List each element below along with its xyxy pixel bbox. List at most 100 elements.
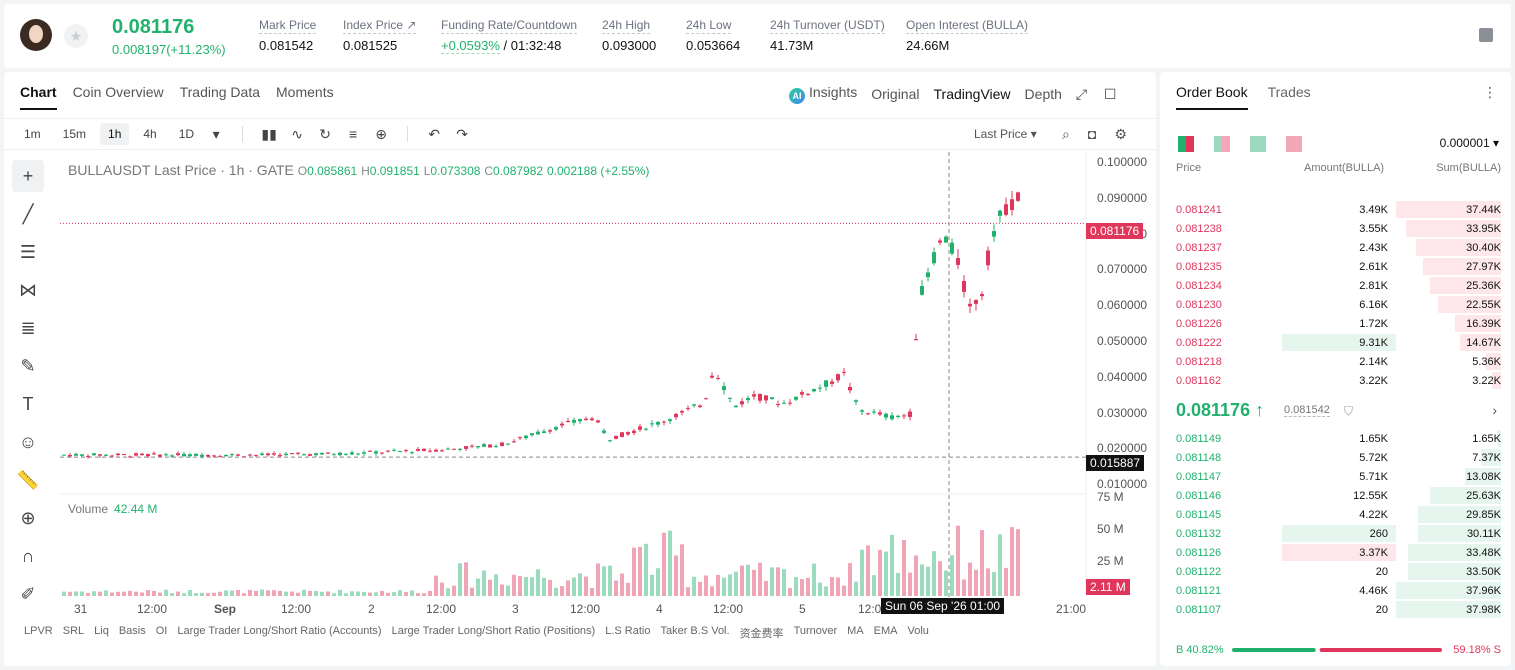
- fib-tool-icon[interactable]: ≣: [20, 317, 36, 338]
- ask-row[interactable]: 0.081241 3.49K 37.44K: [1160, 200, 1511, 219]
- tab-coin-overview[interactable]: Coin Overview: [72, 84, 164, 100]
- ask-row[interactable]: 0.081238 3.55K 33.95K: [1160, 219, 1511, 238]
- chevron-down-icon[interactable]: ▾: [212, 125, 220, 142]
- ask-row[interactable]: 0.081235 2.61K 27.97K: [1160, 257, 1511, 276]
- timeframe-1m[interactable]: 1m: [24, 127, 41, 141]
- crosshair-tool-icon[interactable]: +: [12, 160, 44, 192]
- candle-body: [860, 410, 864, 412]
- templates-icon[interactable]: ≡: [348, 126, 358, 142]
- text-tool-icon[interactable]: T: [22, 393, 34, 414]
- ask-row[interactable]: 0.081234 2.81K 25.36K: [1160, 276, 1511, 295]
- timeframe-15m[interactable]: 15m: [62, 127, 87, 141]
- bid-row[interactable]: 0.081147 5.71K 13.08K: [1160, 467, 1511, 486]
- indicator-tab[interactable]: MA: [847, 625, 864, 637]
- indicator-tab[interactable]: Taker B.S Vol.: [660, 625, 730, 637]
- tab-tradingview[interactable]: TradingView: [933, 86, 1011, 102]
- bid-row[interactable]: 0.081132 260 30.11K: [1160, 524, 1511, 543]
- gear-icon[interactable]: ⚙: [1114, 126, 1127, 142]
- indicator-tab[interactable]: SRL: [62, 625, 85, 637]
- indicator-tab[interactable]: Volu: [907, 625, 929, 637]
- indicator-tab[interactable]: L.S Ratio: [605, 625, 651, 637]
- trendline-tool-icon[interactable]: ╱: [22, 203, 34, 224]
- bid-row[interactable]: 0.081122 20 33.50K: [1160, 562, 1511, 581]
- volume-bar: [92, 591, 96, 596]
- candle-body: [998, 210, 1002, 216]
- expand-icon[interactable]: ⤢: [1075, 86, 1088, 102]
- book-bids-icon[interactable]: [1250, 136, 1266, 152]
- brush-tool-icon[interactable]: ✎: [20, 355, 36, 376]
- candle-body: [80, 454, 84, 456]
- indicator-tab[interactable]: OI: [155, 625, 168, 637]
- volume-bar: [698, 581, 702, 596]
- pencil-tool-icon[interactable]: ✐: [20, 583, 36, 604]
- favorite-star-icon[interactable]: ★: [64, 24, 88, 48]
- magnet-tool-icon[interactable]: ∩: [21, 545, 35, 566]
- volume-bar: [380, 590, 384, 596]
- tab-insights[interactable]: AI Insights: [789, 84, 857, 104]
- emoji-tool-icon[interactable]: ☺: [18, 431, 38, 452]
- indicator-tab[interactable]: Large Trader Long/Short Ratio (Accounts): [177, 625, 382, 637]
- window-icon[interactable]: ☐: [1103, 86, 1117, 102]
- pattern-tool-icon[interactable]: ⋈: [19, 279, 37, 300]
- horizontal-lines-tool-icon[interactable]: ☰: [19, 241, 37, 262]
- ask-row[interactable]: 0.081222 9.31K 14.67K: [1160, 333, 1511, 352]
- price-source-select[interactable]: Last Price ▾: [974, 127, 1037, 141]
- tab-depth[interactable]: Depth: [1024, 86, 1062, 102]
- tab-trading-data[interactable]: Trading Data: [179, 84, 261, 100]
- undo-icon[interactable]: ↶: [428, 125, 440, 142]
- ask-row[interactable]: 0.081230 6.16K 22.55K: [1160, 295, 1511, 314]
- precision-select[interactable]: 0.000001 ▾: [1439, 136, 1499, 150]
- indicator-tab[interactable]: Large Trader Long/Short Ratio (Positions…: [391, 625, 596, 637]
- bid-row[interactable]: 0.081146 12.55K 25.63K: [1160, 486, 1511, 505]
- candle-body: [350, 452, 354, 455]
- candle-body: [764, 395, 768, 401]
- tab-moments[interactable]: Moments: [276, 84, 334, 100]
- bid-row[interactable]: 0.081107 20 37.98K: [1160, 600, 1511, 619]
- indicator-tab[interactable]: Basis: [118, 625, 146, 637]
- alert-icon[interactable]: ⊕: [375, 125, 387, 142]
- book-split-icon[interactable]: [1214, 136, 1230, 152]
- ask-row[interactable]: 0.081226 1.72K 16.39K: [1160, 314, 1511, 333]
- book-both-icon[interactable]: [1178, 136, 1194, 152]
- book-asks-icon[interactable]: [1286, 136, 1302, 152]
- volume-bar: [602, 566, 606, 596]
- volume-bar: [158, 592, 162, 596]
- tab-original[interactable]: Original: [871, 86, 920, 102]
- indicator-tab[interactable]: LPVR: [24, 625, 53, 637]
- bid-row[interactable]: 0.081148 5.72K 7.37K: [1160, 448, 1511, 467]
- candle-body: [254, 454, 258, 456]
- bid-row[interactable]: 0.081126 3.37K 33.48K: [1160, 543, 1511, 562]
- indicator-tab[interactable]: EMA: [873, 625, 898, 637]
- tab-trades[interactable]: Trades: [1267, 84, 1311, 100]
- indicators-icon[interactable]: ∿: [291, 125, 303, 142]
- search-icon[interactable]: ⌕: [1062, 126, 1070, 142]
- candle-body: [890, 415, 894, 420]
- candle-body: [272, 453, 276, 455]
- redo-icon[interactable]: ↷: [456, 125, 468, 142]
- chevron-right-icon[interactable]: ›: [1492, 402, 1497, 418]
- depth-bar: [1430, 487, 1501, 504]
- zoom-tool-icon[interactable]: ⊕: [20, 507, 36, 528]
- replay-icon[interactable]: ↻: [319, 125, 331, 142]
- row-amount: 1.72K: [1359, 318, 1388, 330]
- ask-row[interactable]: 0.081162 3.22K 3.22K: [1160, 371, 1511, 390]
- timeframe-4h[interactable]: 4h: [143, 127, 157, 141]
- indicator-tab[interactable]: 资金费率: [739, 628, 784, 640]
- volume-bar: [272, 590, 276, 596]
- bid-row[interactable]: 0.081149 1.65K 1.65K: [1160, 429, 1511, 448]
- ruler-tool-icon[interactable]: 📏: [16, 469, 40, 490]
- ask-row[interactable]: 0.081237 2.43K 30.40K: [1160, 238, 1511, 257]
- candle-type-icon[interactable]: ▮▮: [261, 125, 277, 142]
- settings-icon[interactable]: [1479, 28, 1493, 42]
- more-icon[interactable]: ⋮: [1483, 84, 1497, 100]
- camera-icon[interactable]: ◘: [1087, 126, 1097, 142]
- timeframe-1h[interactable]: 1h: [100, 123, 130, 145]
- bid-row[interactable]: 0.081121 4.46K 37.96K: [1160, 581, 1511, 600]
- bid-row[interactable]: 0.081145 4.22K 29.85K: [1160, 505, 1511, 524]
- tab-order-book[interactable]: Order Book: [1176, 84, 1248, 110]
- ask-row[interactable]: 0.081218 2.14K 5.36K: [1160, 352, 1511, 371]
- tab-chart[interactable]: Chart: [20, 84, 57, 110]
- indicator-tab[interactable]: Turnover: [793, 625, 838, 637]
- timeframe-1D[interactable]: 1D: [178, 127, 195, 141]
- indicator-tab[interactable]: Liq: [94, 625, 109, 637]
